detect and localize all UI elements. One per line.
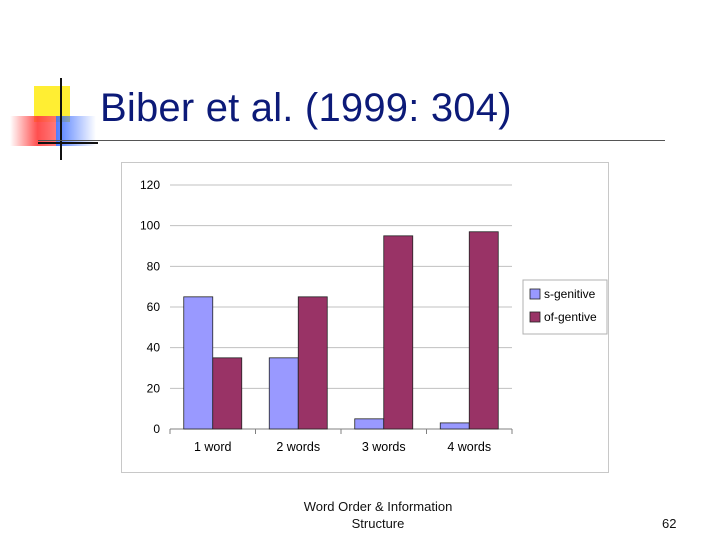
- page-number: 62: [662, 516, 677, 531]
- legend-label-s-genitive: s-genitive: [544, 287, 596, 301]
- bar-of-gentive-1: [212, 357, 243, 430]
- y-tick-label: 80: [147, 259, 161, 273]
- decor-horizontal-accent: [38, 142, 98, 144]
- legend-swatch-s-genitive: [529, 288, 541, 300]
- y-tick-label: 40: [147, 341, 161, 355]
- chart-container: 0 20 40 60 80 100 120 1 word 2 words 3 words 4 wor…: [121, 162, 609, 473]
- legend-box: [522, 279, 608, 335]
- legend-swatch-of-gentive: [529, 311, 541, 323]
- y-tick-label: 120: [140, 178, 160, 192]
- decor-red-square: [10, 116, 56, 146]
- y-tick-label: 60: [147, 300, 161, 314]
- bar-chart: 0 20 40 60 80 100 120 1 word 2 words 3 words 4 wor…: [140, 178, 608, 454]
- y-tick-label: 100: [140, 219, 160, 233]
- x-tick-label: 2 words: [276, 440, 320, 454]
- bar-s-genitive-2: [268, 357, 299, 430]
- x-tick-label: 4 words: [447, 440, 491, 454]
- decor-blue-square: [56, 116, 96, 146]
- y-tick-label: 0: [153, 422, 160, 436]
- slide-title: Biber et al. (1999: 304): [100, 86, 512, 130]
- bar-of-gentive-3: [383, 235, 414, 430]
- decor-vertical-line: [60, 78, 62, 160]
- footer-text: Word Order & Information Structure: [278, 498, 478, 532]
- x-tick-label: 3 words: [362, 440, 406, 454]
- title-underline: [38, 140, 665, 141]
- legend-label-of-gentive: of-gentive: [544, 310, 597, 324]
- bar-of-gentive-2: [297, 296, 328, 430]
- y-tick-label: 20: [147, 381, 161, 395]
- bar-s-genitive-4: [439, 422, 470, 430]
- bar-s-genitive-3: [354, 418, 385, 430]
- x-tick-label: 1 word: [194, 440, 232, 454]
- footer-line-2: Structure: [351, 516, 405, 531]
- bar-s-genitive-1: [183, 296, 214, 430]
- footer-line-1: Word Order & Information: [303, 499, 453, 514]
- bar-of-gentive-4: [468, 231, 499, 430]
